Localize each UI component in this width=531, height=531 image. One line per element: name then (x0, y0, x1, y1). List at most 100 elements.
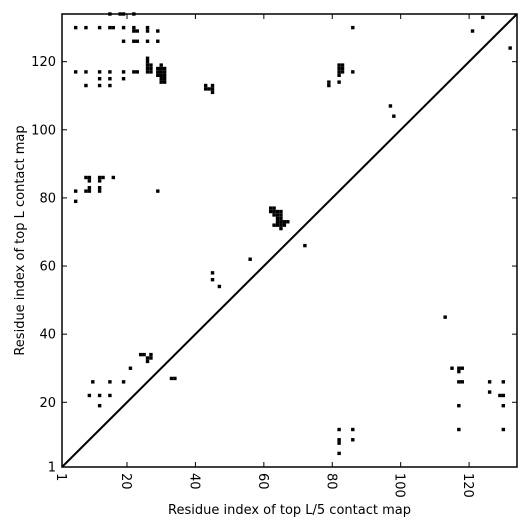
x-tick-label: 40 (186, 473, 201, 490)
contact-cell-upper (132, 70, 136, 74)
contact-cell-lower (121, 380, 126, 384)
contact-cell-upper (162, 70, 167, 74)
contact-cell-upper (337, 70, 341, 74)
contact-cell-lower (142, 352, 146, 357)
contact-cell-upper (275, 220, 280, 224)
contact-cell-upper (203, 87, 208, 91)
contact-cell-upper (351, 70, 355, 74)
contact-cell-upper (145, 70, 150, 74)
x-tick-label: 60 (255, 473, 270, 490)
contact-cell-upper (210, 87, 215, 91)
contact-cell-upper (156, 73, 160, 78)
contact-cell-lower (501, 403, 506, 408)
contact-cell-upper (337, 63, 341, 67)
contact-cell-upper (84, 175, 88, 180)
contact-cell-lower (337, 438, 341, 442)
contact-cell-upper (388, 104, 393, 108)
contact-cell-upper (210, 271, 215, 275)
contact-cell-upper (145, 39, 150, 43)
x-tick-label: 120 (460, 473, 475, 498)
contact-cell-upper (162, 80, 167, 84)
contact-cell-upper (132, 25, 136, 30)
contact-cell-upper (156, 39, 160, 43)
contact-cell-upper (149, 66, 153, 71)
contact-cell-upper (97, 77, 102, 81)
contact-cell-upper (392, 114, 396, 118)
contact-cell-lower (498, 393, 502, 398)
y-tick-label: 120 (31, 55, 56, 70)
contact-cell-upper (268, 206, 273, 210)
contact-cell-lower (450, 366, 454, 370)
contact-cell-upper (108, 70, 112, 74)
contact-cell-upper (337, 73, 341, 78)
contact-cell-upper (162, 66, 167, 71)
contact-cell-lower (337, 441, 341, 445)
contact-cell-upper (282, 220, 287, 224)
contact-cell-upper (73, 25, 78, 30)
plot-frame (61, 13, 518, 468)
y-tick-label: 40 (39, 328, 56, 343)
contact-cell-upper (73, 199, 78, 204)
contact-cell-lower (501, 380, 506, 384)
contact-cell-upper (156, 189, 160, 193)
y-tick-label: 20 (39, 396, 56, 411)
contact-cell-upper (279, 226, 283, 231)
contact-cell-upper (108, 83, 112, 88)
contact-cell-lower (145, 356, 150, 360)
contact-cell-upper (108, 77, 112, 81)
contact-cell-upper (97, 189, 102, 193)
x-axis-label: Residue index of top L/5 contact map (168, 503, 411, 518)
diagonal-line (61, 13, 518, 468)
contact-cell-upper (145, 63, 150, 67)
contact-cell-upper (121, 39, 126, 43)
contact-cell-upper (340, 63, 345, 67)
contact-cell-upper (97, 25, 102, 30)
contact-cell-lower (460, 380, 464, 384)
contact-cell-upper (97, 70, 102, 74)
contact-cell-lower (457, 369, 461, 374)
contact-cell-upper (159, 73, 163, 78)
contact-cell-upper (279, 209, 283, 214)
contact-cell-upper (87, 186, 92, 190)
contact-cell-lower (87, 393, 92, 398)
contact-cell-upper (156, 29, 160, 33)
contact-cell-upper (135, 70, 139, 74)
contact-cell-upper (135, 39, 139, 43)
contact-cell-lower (460, 366, 464, 370)
contact-cell-upper (84, 189, 88, 193)
contact-cell-lower (91, 380, 95, 384)
contact-cell-lower (108, 380, 112, 384)
contact-cell-lower (337, 427, 341, 432)
contact-cell-upper (73, 189, 78, 193)
x-tick-label: 20 (118, 473, 133, 490)
contact-cell-upper (145, 25, 150, 30)
y-axis-label: Residue index of top L contact map (13, 125, 28, 355)
contact-cell-upper (340, 70, 345, 74)
contact-cell-upper (156, 70, 160, 74)
contact-cell-lower (108, 393, 112, 398)
contact-cell-lower (457, 403, 461, 408)
contact-cell-upper (101, 175, 105, 180)
contact-cell-upper (272, 206, 276, 210)
contact-cell-upper (275, 216, 280, 221)
contact-cell-upper (97, 179, 102, 183)
contact-cell-upper (272, 223, 276, 227)
contact-cell-upper (268, 209, 273, 214)
contact-cell-upper (327, 83, 331, 88)
contact-cell-upper (217, 284, 222, 289)
contact-cell-upper (97, 83, 102, 88)
contact-cell-upper (279, 216, 283, 221)
contact-cell-upper (327, 80, 331, 84)
y-tick-label: 1 (48, 461, 56, 476)
contact-cell-lower (457, 427, 461, 432)
contact-cell-upper (162, 73, 167, 78)
x-tick-label: 1 (53, 473, 68, 481)
y-tick-label: 80 (39, 191, 56, 206)
contact-cell-lower (351, 438, 355, 442)
contact-cell-upper (210, 83, 215, 88)
contact-cell-lower (351, 427, 355, 432)
contact-cell-upper (84, 25, 88, 30)
contact-cell-upper (87, 175, 92, 180)
